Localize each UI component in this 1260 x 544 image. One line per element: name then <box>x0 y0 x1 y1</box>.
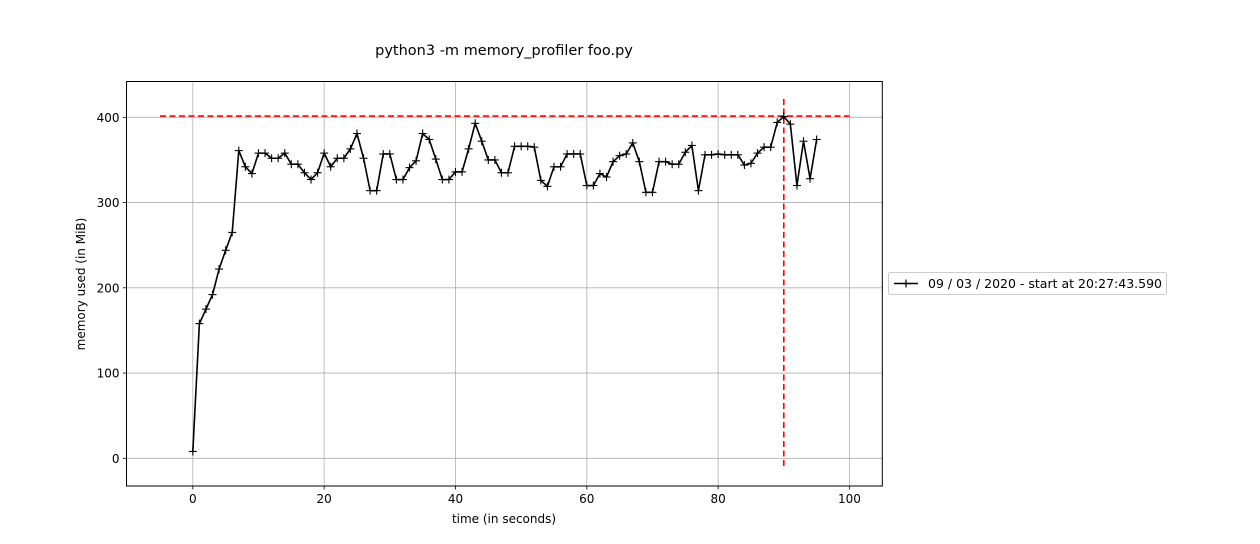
plus-marker-icon <box>405 163 414 172</box>
plus-marker-icon <box>635 157 644 166</box>
plus-marker-icon <box>228 228 237 237</box>
plus-marker-icon <box>530 143 539 152</box>
plus-marker-icon <box>799 137 808 146</box>
x-tick-label: 100 <box>838 492 861 506</box>
plus-marker-icon <box>293 160 302 169</box>
plus-marker-icon <box>352 129 361 138</box>
plus-marker-icon <box>786 120 795 129</box>
plus-marker-icon <box>622 149 631 158</box>
plus-marker-icon <box>320 149 329 158</box>
plus-marker-icon <box>188 447 197 456</box>
plus-marker-icon <box>674 160 683 169</box>
plus-marker-icon <box>280 149 289 158</box>
plus-marker-icon <box>746 159 755 168</box>
plus-marker-icon <box>274 154 283 163</box>
plus-marker-icon <box>444 175 453 184</box>
plus-marker-icon <box>740 161 749 170</box>
x-tick-label: 0 <box>189 492 197 506</box>
plus-marker-icon <box>694 186 703 195</box>
plus-marker-icon <box>339 154 348 163</box>
plus-marker-icon <box>661 157 670 166</box>
legend: 09 / 03 / 2020 - start at 20:27:43.590 <box>888 272 1167 295</box>
y-axis-ticks: 0 100 200 300 400 <box>97 111 127 466</box>
plus-marker-icon <box>490 155 499 164</box>
plus-marker-icon <box>201 305 210 314</box>
plus-marker-icon <box>326 162 335 171</box>
plus-marker-icon <box>792 181 801 190</box>
y-tick-label: 100 <box>97 367 120 381</box>
plus-marker-icon <box>359 154 368 163</box>
plus-marker-icon <box>733 150 742 159</box>
plus-marker-icon <box>543 182 552 191</box>
plus-marker-icon <box>247 169 256 178</box>
plus-marker-icon <box>766 143 775 152</box>
data-series <box>188 112 821 456</box>
plus-marker-icon <box>714 149 723 158</box>
plus-marker-icon <box>602 172 611 181</box>
plus-marker-icon <box>313 168 322 177</box>
plus-marker-icon <box>812 135 821 144</box>
peak-markers <box>159 99 850 467</box>
plus-marker-icon <box>458 167 467 176</box>
plus-marker-icon <box>615 151 624 160</box>
legend-label: 09 / 03 / 2020 - start at 20:27:43.590 <box>928 276 1162 291</box>
plus-marker-icon <box>261 149 270 158</box>
plus-marker-icon <box>477 137 486 146</box>
plus-marker-icon <box>753 149 762 158</box>
axes-frame <box>126 81 883 487</box>
y-tick-label: 400 <box>97 111 120 125</box>
plus-marker-icon <box>195 319 204 328</box>
x-axis-ticks: 0 20 40 60 80 100 <box>189 486 861 506</box>
x-axis-label: time (in seconds) <box>452 512 556 526</box>
legend-box <box>888 272 1167 295</box>
plus-marker-icon <box>687 141 696 150</box>
plus-marker-icon <box>648 188 657 197</box>
y-tick-label: 200 <box>97 281 120 295</box>
plus-marker-icon <box>241 162 250 171</box>
plus-marker-icon <box>418 129 427 138</box>
plus-marker-icon <box>628 138 637 147</box>
plus-marker-icon <box>556 162 565 171</box>
plus-marker-icon <box>208 290 217 299</box>
plus-marker-icon <box>307 175 316 184</box>
grid-lines <box>126 81 883 486</box>
plus-marker-icon <box>425 135 434 144</box>
plus-marker-icon <box>806 174 815 183</box>
y-axis-label: memory used (in MiB) <box>74 218 88 351</box>
plus-marker-icon <box>681 148 690 157</box>
plus-marker-icon <box>431 155 440 164</box>
plus-marker-icon <box>523 142 532 151</box>
y-tick-label: 0 <box>112 452 120 466</box>
plus-marker-icon <box>300 168 309 177</box>
plus-marker-icon <box>234 146 243 155</box>
plus-marker-icon <box>609 157 618 166</box>
x-tick-label: 80 <box>710 492 725 506</box>
plus-marker-icon <box>773 118 782 127</box>
plus-marker-icon <box>385 149 394 158</box>
plus-marker-icon <box>215 265 224 274</box>
plus-marker-icon <box>412 156 421 165</box>
plus-marker-icon <box>372 186 381 195</box>
x-tick-label: 40 <box>448 492 463 506</box>
plus-marker-icon <box>589 181 598 190</box>
plus-marker-icon <box>595 169 604 178</box>
plus-marker-icon <box>779 112 788 121</box>
x-tick-label: 60 <box>579 492 594 506</box>
plus-marker-icon <box>707 150 716 159</box>
chart-title: python3 -m memory_profiler foo.py <box>375 43 633 59</box>
plus-marker-icon <box>504 168 513 177</box>
plus-marker-icon <box>221 246 230 255</box>
x-tick-label: 20 <box>317 492 332 506</box>
plus-marker-icon <box>576 149 585 158</box>
memory-usage-line <box>192 115 818 452</box>
plus-marker-icon <box>536 176 545 185</box>
plus-marker-icon <box>464 144 473 153</box>
plus-marker-icon <box>471 119 480 128</box>
plus-marker-icon <box>346 144 355 153</box>
y-tick-label: 300 <box>97 196 120 210</box>
plus-marker-icon <box>398 175 407 184</box>
